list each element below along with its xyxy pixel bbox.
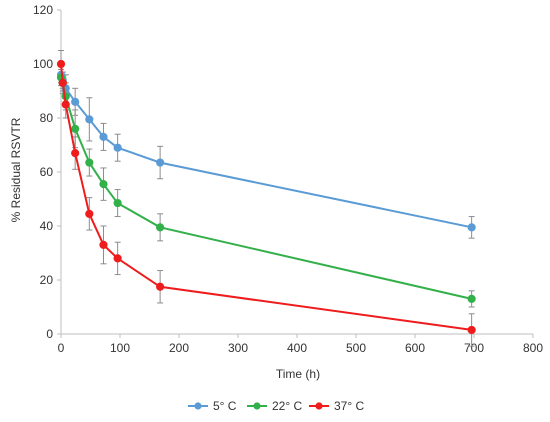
legend-label: 5° C <box>213 399 237 413</box>
legend-item: 22° C <box>247 399 302 413</box>
data-point <box>61 100 70 109</box>
x-tick-label: 300 <box>228 341 248 355</box>
series-line <box>60 63 472 331</box>
x-tick-label: 100 <box>110 341 130 355</box>
series-layer <box>56 50 476 347</box>
data-point <box>467 325 476 335</box>
data-point <box>99 180 108 189</box>
legend-swatch-marker <box>253 402 261 410</box>
data-point <box>71 97 80 106</box>
legend-swatch-marker <box>194 402 202 410</box>
y-axis-title: % Residual RSVTR <box>9 117 23 222</box>
x-tick-label: 0 <box>58 341 65 355</box>
series-line <box>60 77 472 300</box>
data-point <box>467 223 476 232</box>
legend-item: 5° C <box>188 399 237 413</box>
x-axis-title: Time (h) <box>276 367 320 381</box>
data-point <box>156 282 165 291</box>
y-tick-label: 100 <box>33 57 53 71</box>
y-tick-label: 40 <box>40 219 54 233</box>
legend-label: 37° C <box>334 399 364 413</box>
axes: 0 20 40 60 80 100 120 0 100 200 300 400 500 600 700 800 <box>33 3 543 355</box>
data-point <box>85 115 94 124</box>
data-point <box>71 149 80 158</box>
x-tick-label: 400 <box>287 341 307 355</box>
data-point <box>56 59 66 69</box>
x-tick-label: 600 <box>405 341 425 355</box>
legend-label: 22° C <box>272 399 302 413</box>
x-tick-label: 800 <box>523 341 543 355</box>
data-point <box>467 294 476 303</box>
data-point <box>113 198 122 208</box>
x-tick-label: 700 <box>464 341 484 355</box>
legend-swatch-marker <box>315 402 323 410</box>
data-point <box>156 223 165 232</box>
data-point <box>156 158 165 167</box>
data-point <box>71 124 80 133</box>
data-point <box>99 132 108 141</box>
series-line <box>60 74 472 229</box>
error-bars-5° C <box>58 66 475 239</box>
series-37° C <box>56 59 476 335</box>
data-point <box>85 158 94 167</box>
x-tick-label: 500 <box>346 341 366 355</box>
x-tick-label: 200 <box>169 341 189 355</box>
data-point <box>58 78 67 88</box>
data-point <box>113 254 122 263</box>
data-point <box>113 143 122 152</box>
error-bars-22° C <box>58 68 475 308</box>
series-22° C <box>56 73 476 303</box>
y-tick-label: 60 <box>40 165 54 179</box>
series-5° C <box>56 70 476 232</box>
y-tick-label: 80 <box>40 111 54 125</box>
y-tick-label: 20 <box>40 273 54 287</box>
y-tick-label: 120 <box>33 3 53 17</box>
legend-item: 37° C <box>309 399 364 413</box>
data-point <box>85 209 94 218</box>
data-point <box>99 240 108 249</box>
y-tick-label: 0 <box>46 327 53 341</box>
legend: 5° C 22° C 37° C <box>188 399 364 413</box>
